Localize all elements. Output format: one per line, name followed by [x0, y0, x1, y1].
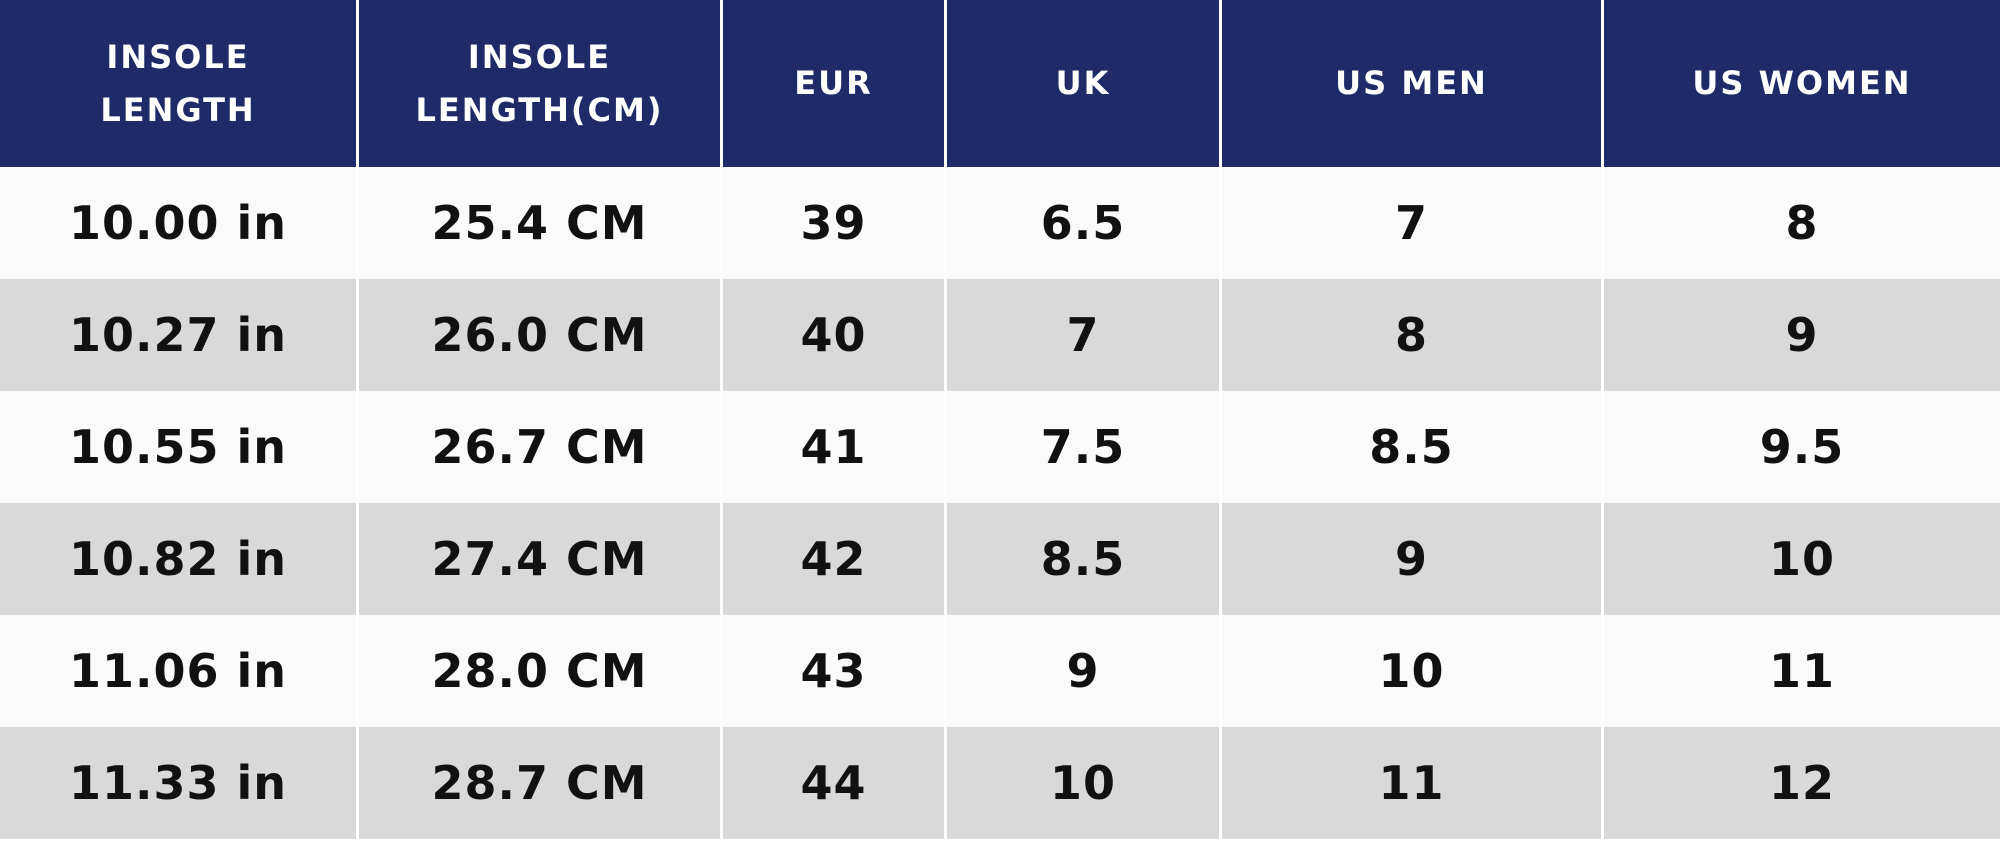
cell-row4-us-men: 9: [1222, 503, 1604, 615]
cell-row5-eur: 43: [723, 615, 947, 727]
cell-row5-insole-length: 11.06 in: [0, 615, 359, 727]
cell-row4-insole-length: 10.82 in: [0, 503, 359, 615]
cell-row4-insole-length-cm: 27.4 CM: [359, 503, 723, 615]
cell-row2-insole-length-cm: 26.0 CM: [359, 279, 723, 391]
cell-row5-us-men: 10: [1222, 615, 1604, 727]
header-cell-us-men: US MEN: [1222, 0, 1604, 167]
cell-row6-eur: 44: [723, 727, 947, 839]
cell-row3-us-women: 9.5: [1604, 391, 2000, 503]
cell-row6-us-men: 11: [1222, 727, 1604, 839]
cell-row6-uk: 10: [947, 727, 1222, 839]
cell-row1-us-men: 7: [1222, 167, 1604, 279]
cell-row6-insole-length: 11.33 in: [0, 727, 359, 839]
cell-row1-insole-length: 10.00 in: [0, 167, 359, 279]
cell-row6-us-women: 12: [1604, 727, 2000, 839]
cell-row4-eur: 42: [723, 503, 947, 615]
cell-row2-us-men: 8: [1222, 279, 1604, 391]
cell-row1-insole-length-cm: 25.4 CM: [359, 167, 723, 279]
cell-row3-uk: 7.5: [947, 391, 1222, 503]
cell-row3-eur: 41: [723, 391, 947, 503]
cell-row3-insole-length-cm: 26.7 CM: [359, 391, 723, 503]
cell-row6-insole-length-cm: 28.7 CM: [359, 727, 723, 839]
cell-row4-uk: 8.5: [947, 503, 1222, 615]
header-cell-insole-length: INSOLE LENGTH: [0, 0, 359, 167]
cell-row5-insole-length-cm: 28.0 CM: [359, 615, 723, 727]
cell-row3-us-men: 8.5: [1222, 391, 1604, 503]
header-cell-insole-length-cm: INSOLE LENGTH(CM): [359, 0, 723, 167]
header-cell-us-women: US WOMEN: [1604, 0, 2000, 167]
cell-row1-us-women: 8: [1604, 167, 2000, 279]
cell-row1-uk: 6.5: [947, 167, 1222, 279]
cell-row1-eur: 39: [723, 167, 947, 279]
cell-row2-us-women: 9: [1604, 279, 2000, 391]
cell-row5-us-women: 11: [1604, 615, 2000, 727]
cell-row2-insole-length: 10.27 in: [0, 279, 359, 391]
cell-row4-us-women: 10: [1604, 503, 2000, 615]
cell-row2-uk: 7: [947, 279, 1222, 391]
cell-row3-insole-length: 10.55 in: [0, 391, 359, 503]
header-cell-eur: EUR: [723, 0, 947, 167]
cell-row2-eur: 40: [723, 279, 947, 391]
cell-row5-uk: 9: [947, 615, 1222, 727]
header-cell-uk: UK: [947, 0, 1222, 167]
